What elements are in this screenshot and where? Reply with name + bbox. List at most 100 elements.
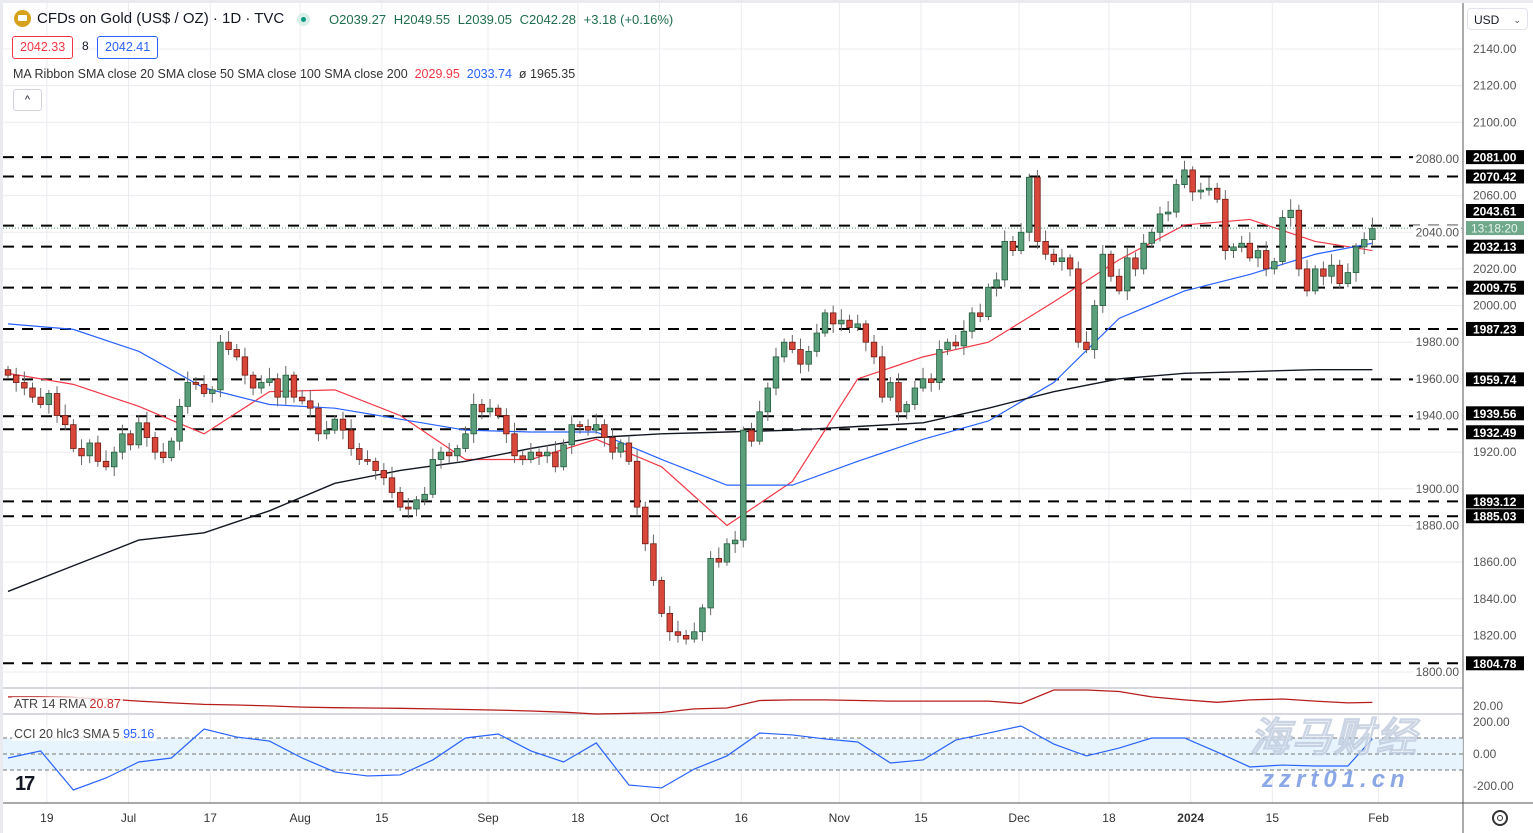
candle[interactable]	[282, 366, 289, 405]
candle[interactable]	[413, 496, 420, 517]
candle[interactable]	[552, 441, 559, 473]
candle[interactable]	[829, 305, 837, 334]
candle[interactable]	[870, 334, 878, 365]
candle[interactable]	[454, 444, 461, 462]
candle[interactable]	[266, 367, 273, 387]
candle[interactable]	[135, 415, 142, 449]
candle[interactable]	[936, 340, 943, 390]
candle[interactable]	[1140, 234, 1147, 275]
candle[interactable]	[1001, 230, 1008, 288]
candle[interactable]	[184, 371, 191, 414]
candle[interactable]	[666, 606, 673, 641]
candle[interactable]	[789, 334, 796, 354]
candle[interactable]	[339, 411, 347, 440]
candle[interactable]	[944, 338, 951, 356]
candle[interactable]	[919, 367, 927, 392]
candle[interactable]	[421, 486, 428, 506]
candle[interactable]	[740, 426, 747, 548]
collapse-legend-button[interactable]: ^	[13, 89, 42, 111]
candle[interactable]	[478, 399, 486, 420]
candle[interactable]	[805, 345, 812, 372]
candle[interactable]	[119, 424, 126, 460]
candle[interactable]	[699, 604, 706, 641]
candle[interactable]	[1344, 263, 1352, 288]
candle[interactable]	[372, 457, 379, 480]
candle[interactable]	[846, 314, 853, 334]
candle[interactable]	[233, 344, 240, 361]
candle[interactable]	[1091, 300, 1098, 359]
candle[interactable]	[723, 538, 731, 566]
candle[interactable]	[127, 430, 134, 451]
candle[interactable]	[1099, 245, 1106, 313]
candle[interactable]	[29, 382, 36, 403]
candle[interactable]	[380, 463, 388, 486]
candle[interactable]	[544, 444, 551, 464]
candle[interactable]	[519, 450, 526, 465]
candle[interactable]	[968, 307, 976, 339]
candle[interactable]	[560, 439, 567, 471]
candle[interactable]	[748, 422, 755, 447]
candle[interactable]	[364, 450, 371, 465]
candle[interactable]	[503, 408, 510, 443]
candle[interactable]	[601, 419, 608, 447]
candle[interactable]	[61, 404, 69, 431]
candle[interactable]	[878, 345, 886, 403]
candle[interactable]	[37, 388, 44, 409]
candle[interactable]	[1017, 223, 1025, 255]
candle[interactable]	[241, 347, 249, 385]
candle[interactable]	[854, 314, 861, 332]
candle[interactable]	[1352, 243, 1360, 282]
candle[interactable]	[993, 272, 1000, 297]
candle[interactable]	[1213, 182, 1221, 203]
candle[interactable]	[445, 442, 453, 464]
candle[interactable]	[642, 501, 649, 552]
candle[interactable]	[1181, 160, 1188, 189]
candle[interactable]	[887, 377, 894, 401]
candle[interactable]	[756, 400, 763, 445]
candle[interactable]	[1042, 230, 1049, 260]
sell-button[interactable]: 2042.33	[12, 36, 74, 59]
candle[interactable]	[307, 389, 314, 418]
candle[interactable]	[86, 439, 93, 464]
candle[interactable]	[429, 448, 437, 498]
candle[interactable]	[1107, 250, 1115, 282]
candle[interactable]	[249, 371, 257, 396]
candle[interactable]	[977, 303, 984, 323]
candle[interactable]	[1009, 235, 1017, 257]
candle[interactable]	[911, 380, 919, 411]
candle[interactable]	[53, 386, 61, 423]
atr-legend[interactable]: ATR 14 RMA 20.87	[12, 697, 123, 711]
candle[interactable]	[952, 334, 959, 350]
candle[interactable]	[535, 448, 543, 465]
settings-gear-icon[interactable]	[1492, 810, 1508, 826]
candle[interactable]	[1083, 331, 1090, 354]
candle[interactable]	[1279, 210, 1286, 266]
candle[interactable]	[12, 367, 20, 392]
candle[interactable]	[691, 622, 698, 643]
candle[interactable]	[625, 435, 633, 465]
candle[interactable]	[437, 446, 445, 469]
candle[interactable]	[1230, 243, 1237, 258]
candle[interactable]	[903, 400, 910, 420]
candle[interactable]	[1148, 228, 1155, 247]
candle[interactable]	[225, 331, 232, 356]
candle[interactable]	[274, 373, 281, 407]
candle[interactable]	[960, 320, 968, 356]
candle[interactable]	[1303, 259, 1311, 297]
candle[interactable]	[527, 442, 535, 464]
candle[interactable]	[593, 413, 600, 434]
candle[interactable]	[658, 576, 665, 618]
ma-ribbon-legend[interactable]: MA Ribbon SMA close 20 SMA close 50 SMA …	[13, 67, 575, 81]
candle[interactable]	[707, 551, 714, 616]
candle[interactable]	[1295, 204, 1303, 277]
candle[interactable]	[347, 419, 355, 456]
candle[interactable]	[568, 415, 575, 454]
candle[interactable]	[1336, 259, 1343, 290]
candle[interactable]	[470, 393, 477, 443]
candle[interactable]	[674, 620, 682, 643]
candle[interactable]	[1164, 201, 1172, 222]
candle[interactable]	[895, 373, 902, 421]
candle[interactable]	[1173, 179, 1180, 218]
candle[interactable]	[290, 371, 298, 403]
